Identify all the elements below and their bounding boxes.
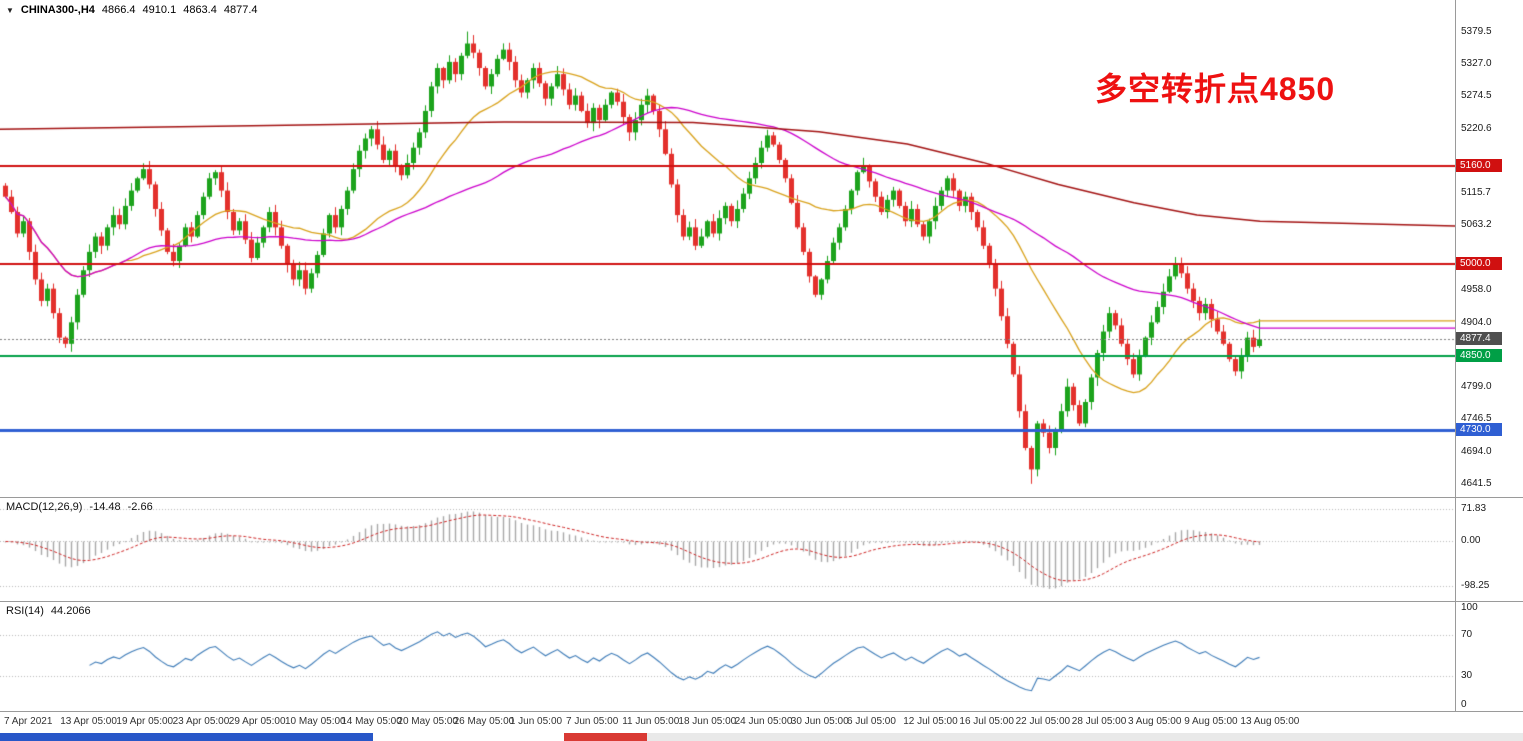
time-axis-label: 29 Apr 05:00 <box>228 716 286 727</box>
rsi-title: RSI(14) <box>6 605 44 617</box>
macd-header: MACD(12,26,9) -14.48 -2.66 <box>6 501 153 513</box>
open-value: 4866.4 <box>101 4 136 16</box>
current-price-tag: 4877.4 <box>1456 332 1502 346</box>
time-axis-label: 13 Apr 05:00 <box>60 716 117 727</box>
low-value: 4863.4 <box>183 4 217 16</box>
close-value: 4877.4 <box>223 4 258 16</box>
time-axis-label: 14 May 05:00 <box>341 716 402 727</box>
price-line-tag: 5160.0 <box>1456 159 1502 173</box>
rsi-axis-tick: 70 <box>1461 628 1473 640</box>
macd-axis-tick: -98.25 <box>1461 580 1490 592</box>
time-axis-label: 1 Jun 05:00 <box>509 716 563 727</box>
price-chart-canvas[interactable] <box>0 0 1455 497</box>
price-axis-tick: 4694.0 <box>1461 445 1492 457</box>
price-axis-tick: 4799.0 <box>1461 381 1492 393</box>
time-axis-label: 13 Aug 05:00 <box>1240 716 1300 727</box>
macd-main-value: -14.48 <box>89 501 121 513</box>
symbol-dropdown-icon[interactable]: ▼ <box>6 5 14 15</box>
time-axis-label: 3 Aug 05:00 <box>1128 716 1182 727</box>
time-axis-label: 10 May 05:00 <box>285 716 346 727</box>
time-axis-label: 16 Jul 05:00 <box>959 716 1014 727</box>
rsi-axis-tick: 100 <box>1461 602 1478 613</box>
price-axis-tick: 4904.0 <box>1461 316 1492 328</box>
price-chart-panel: ▼ CHINA300-,H4 4866.4 4910.1 4863.4 4877… <box>0 0 1523 497</box>
price-axis: 5379.5 5327.0 5274.5 5220.6 5115.7 5063.2 4958… <box>1455 0 1523 497</box>
rsi-header: RSI(14) 44.2066 <box>6 605 91 617</box>
time-axis-label: 7 Jun 05:00 <box>566 716 619 727</box>
price-axis-tick: 5063.2 <box>1461 219 1492 231</box>
macd-signal-value: -2.66 <box>127 501 153 513</box>
rsi-axis: 100 70 30 0 <box>1455 602 1523 711</box>
price-axis-tick: 4746.5 <box>1461 413 1492 425</box>
chart-annotation-text: 多空转折点4850 <box>1095 71 1336 107</box>
time-axis-label: 11 Jun 05:00 <box>622 716 680 727</box>
time-axis-label: 26 May 05:00 <box>453 716 515 727</box>
price-axis-tick: 4641.5 <box>1461 477 1492 489</box>
rsi-axis-tick: 30 <box>1461 670 1473 682</box>
price-axis-tick: 5115.7 <box>1461 187 1491 199</box>
time-axis-label: 7 Apr 2021 <box>4 716 53 727</box>
time-axis: 7 Apr 2021 13 Apr 05:00 19 Apr 05:00 23 Apr… <box>0 711 1523 733</box>
macd-title: MACD(12,26,9) <box>6 501 83 513</box>
time-axis-label: 18 Jun 05:00 <box>678 716 737 727</box>
time-axis-label: 28 Jul 05:00 <box>1071 716 1127 727</box>
time-axis-label: 20 May 05:00 <box>397 716 458 727</box>
price-line-tag: 5000.0 <box>1456 257 1502 271</box>
price-axis-tick: 4958.0 <box>1461 283 1492 295</box>
macd-axis: 71.83 0.00 -98.25 <box>1455 498 1523 601</box>
taskbar-strip[interactable] <box>0 733 1523 741</box>
rsi-canvas[interactable] <box>0 602 1455 711</box>
price-line-tag: 4850.0 <box>1456 349 1502 363</box>
symbol-timeframe-label: CHINA300-,H4 <box>20 4 95 16</box>
time-axis-label: 6 Jul 05:00 <box>847 716 896 727</box>
time-axis-label: 22 Jul 05:00 <box>1015 716 1071 727</box>
price-axis-tick: 5220.6 <box>1461 122 1492 134</box>
time-axis-label: 9 Aug 05:00 <box>1184 716 1238 727</box>
price-axis-tick: 5379.5 <box>1461 25 1492 37</box>
taskbar-segment-3[interactable] <box>647 733 1523 741</box>
macd-canvas[interactable] <box>0 498 1455 601</box>
high-value: 4910.1 <box>142 4 177 16</box>
time-axis-label: 30 Jun 05:00 <box>790 716 849 727</box>
time-axis-label: 24 Jun 05:00 <box>734 716 793 727</box>
price-axis-tick: 5274.5 <box>1461 89 1492 101</box>
macd-axis-tick: 71.83 <box>1461 502 1487 514</box>
time-axis-label: 12 Jul 05:00 <box>903 716 958 727</box>
time-axis-label: 19 Apr 05:00 <box>116 716 174 727</box>
rsi-axis-tick: 0 <box>1461 699 1467 710</box>
price-axis-tick: 5327.0 <box>1461 57 1492 69</box>
macd-axis-tick: 0.00 <box>1461 535 1481 547</box>
time-axis-label: 23 Apr 05:00 <box>172 716 230 727</box>
macd-panel: MACD(12,26,9) -14.48 -2.66 71.83 0.00 -98.… <box>0 497 1523 601</box>
rsi-value: 44.2066 <box>50 605 91 617</box>
taskbar-segment-2[interactable] <box>563 733 648 741</box>
taskbar-segment-0[interactable] <box>0 733 374 741</box>
chart-title-bar: ▼ CHINA300-,H4 4866.4 4910.1 4863.4 4877… <box>6 4 258 16</box>
taskbar-segment-1[interactable] <box>373 733 564 741</box>
rsi-panel: RSI(14) 44.2066 100 70 30 0 <box>0 601 1523 711</box>
price-line-tag: 4730.0 <box>1456 422 1502 436</box>
